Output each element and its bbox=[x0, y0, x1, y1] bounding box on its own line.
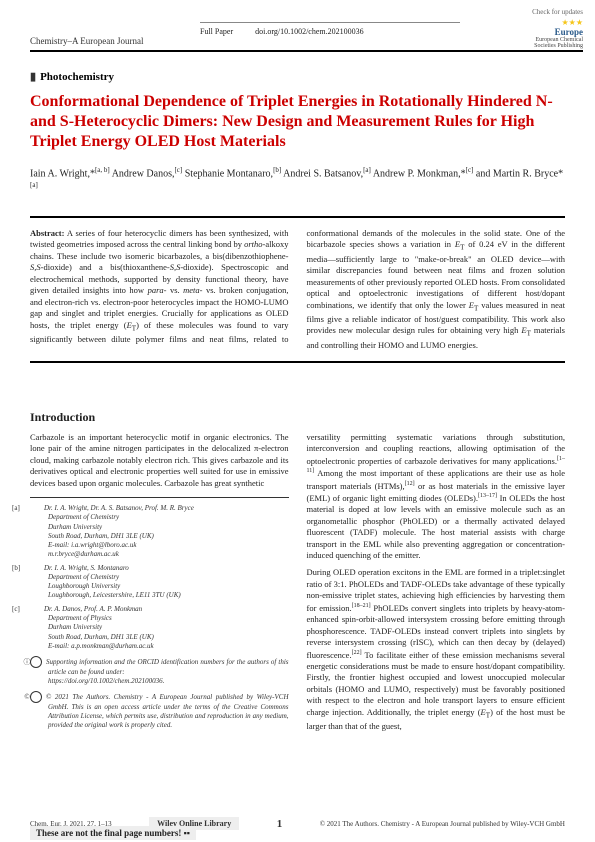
abstract-box: Abstract: A series of four heterocyclic … bbox=[30, 216, 565, 363]
page-number: 1 bbox=[277, 818, 283, 830]
affil-b: [b]Dr. I. A. Wright, S. MontanaroDepartm… bbox=[30, 564, 289, 600]
open-access-icon: © bbox=[30, 691, 42, 703]
section-tag: Photochemistry bbox=[30, 70, 114, 83]
body-para-2: versatility permitting systematic variat… bbox=[307, 432, 566, 561]
footer-copyright: © 2021 The Authors. Chemistry - A Europe… bbox=[320, 820, 565, 828]
affiliation-box: [a]Dr. I. A. Wright, Dr. A. S. Batsanov,… bbox=[30, 497, 289, 730]
affil-a: [a]Dr. I. A. Wright, Dr. A. S. Batsanov,… bbox=[30, 504, 289, 559]
article-title: Conformational Dependence of Triplet Ene… bbox=[30, 92, 565, 152]
publisher-name: Europe bbox=[534, 27, 583, 37]
publisher-sub2: Societies Publishing bbox=[534, 43, 583, 49]
author-list: Iain A. Wright,*[a, b] Andrew Danos,[c] … bbox=[30, 166, 565, 197]
doi-link[interactable]: doi.org/10.1002/chem.202100036 bbox=[255, 27, 364, 36]
page-warning: These are not the final page numbers! ▪▪ bbox=[30, 826, 196, 840]
header-meta: Full Paper doi.org/10.1002/chem.20210003… bbox=[200, 22, 460, 36]
publisher-logo: ★★★ Europe European Chemical Societies P… bbox=[534, 18, 583, 49]
intro-para-1: Carbazole is an important heterocyclic m… bbox=[30, 432, 289, 489]
header-divider bbox=[30, 50, 583, 52]
affil-supp: ⓘSupporting information and the ORCID id… bbox=[30, 656, 289, 686]
supp-info-icon: ⓘ bbox=[30, 656, 42, 668]
paper-type: Full Paper bbox=[200, 27, 233, 36]
body-para-3: During OLED operation excitons in the EM… bbox=[307, 567, 566, 732]
affil-c: [c]Dr. A. Danos, Prof. A. P. MonkmanDepa… bbox=[30, 605, 289, 650]
check-updates-link[interactable]: Check for updates bbox=[532, 8, 583, 16]
stars-icon: ★★★ bbox=[534, 18, 583, 27]
journal-name: Chemistry–A European Journal bbox=[30, 36, 143, 46]
affil-license: ©© 2021 The Authors. Chemistry - A Europ… bbox=[30, 691, 289, 730]
intro-heading: Introduction bbox=[30, 410, 95, 425]
body-columns: Carbazole is an important heterocyclic m… bbox=[30, 432, 565, 798]
